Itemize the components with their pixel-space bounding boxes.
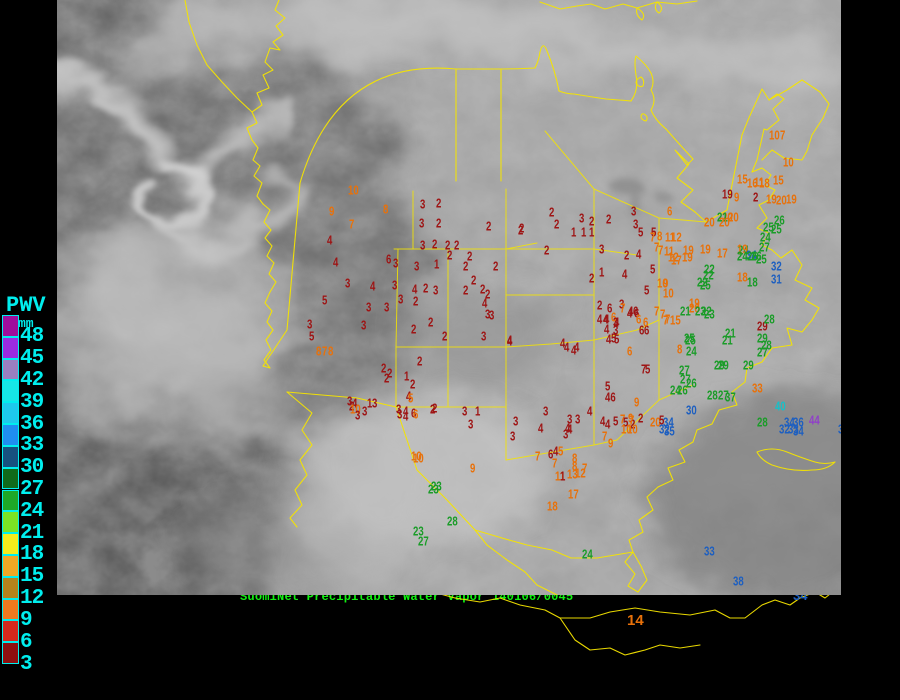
- svg-text:14: 14: [627, 612, 644, 629]
